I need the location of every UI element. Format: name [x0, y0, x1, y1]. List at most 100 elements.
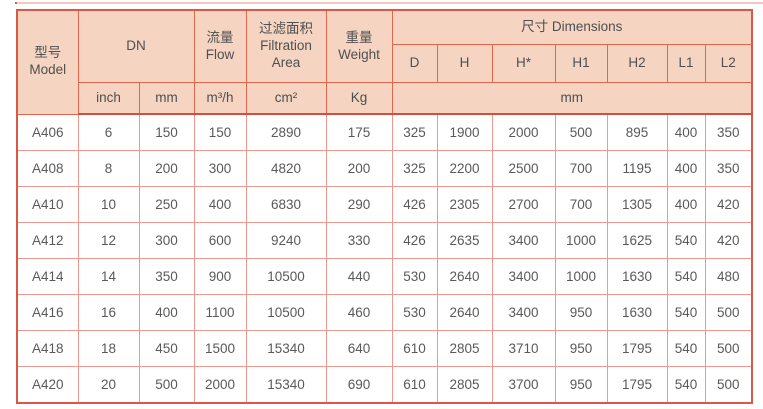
- table-row-a418: A418 18 450 1500 15340 640 610 2805 3710…: [16, 330, 753, 367]
- cropped-edge-line: [15, 2, 763, 4]
- header-dim-h: H: [436, 44, 493, 83]
- table-row-a416: A416 16 400 1100 10500 460 530 2640 3400…: [16, 294, 753, 331]
- cell-filtration-area: 4820: [245, 150, 327, 187]
- cell-dim-h1: 700: [554, 150, 608, 187]
- table-row-a410: A410 10 250 400 6830 290 426 2305 2700 7…: [16, 186, 753, 223]
- cell-dn-mm: 400: [138, 294, 195, 331]
- header-model: 型号 Model: [16, 9, 79, 115]
- cell-dim-h1: 950: [554, 366, 608, 404]
- cell-dim-h2: 1195: [606, 150, 668, 187]
- cell-dim-h1: 950: [554, 330, 608, 367]
- header-model-en: Model: [29, 62, 67, 78]
- cell-dn-mm: 500: [138, 366, 195, 404]
- unit-flow: m³/h: [193, 82, 247, 115]
- spec-table: 型号 Model DN 流量 Flow 过滤面积 Filtration Area…: [16, 9, 754, 404]
- cell-flow: 400: [193, 186, 247, 223]
- cell-dim-h: 2805: [436, 330, 493, 367]
- header-filtration-en: Filtration Area: [260, 38, 312, 70]
- table-row-a408: A408 8 200 300 4820 200 325 2200 2500 70…: [16, 150, 753, 187]
- cell-dim-d: 325: [391, 150, 438, 187]
- cell-flow: 1100: [193, 294, 247, 331]
- cell-weight: 175: [325, 113, 393, 151]
- cell-dim-l2: 500: [704, 330, 753, 367]
- cell-dim-h: 2640: [436, 294, 493, 331]
- cell-dim-l2: 350: [704, 113, 753, 151]
- header-weight-zh: 重量: [345, 29, 373, 45]
- header-dim-hstar: H*: [491, 44, 556, 83]
- cell-model: A408: [16, 150, 79, 187]
- cell-dn-mm: 300: [138, 222, 195, 259]
- cell-dim-d: 610: [391, 330, 438, 367]
- cell-flow: 150: [193, 113, 247, 151]
- cell-weight: 330: [325, 222, 393, 259]
- table-row-a412: A412 12 300 600 9240 330 426 2635 3400 1…: [16, 222, 753, 259]
- cell-dim-h2: 1625: [606, 222, 668, 259]
- cell-flow: 600: [193, 222, 247, 259]
- cell-dim-l1: 400: [666, 186, 706, 223]
- cell-dim-d: 325: [391, 113, 438, 151]
- cell-dim-h2: 1305: [606, 186, 668, 223]
- cell-dim-l1: 400: [666, 113, 706, 151]
- header-flow-zh: 流量: [206, 29, 234, 45]
- cell-dim-h2: 1795: [606, 366, 668, 404]
- cell-dim-h: 1900: [436, 113, 493, 151]
- cell-dn-mm: 150: [138, 113, 195, 151]
- cell-dim-h2: 1795: [606, 330, 668, 367]
- cell-filtration-area: 2890: [245, 113, 327, 151]
- unit-weight: Kg: [325, 82, 393, 115]
- table-header: 型号 Model DN 流量 Flow 过滤面积 Filtration Area…: [16, 9, 753, 115]
- cell-dim-d: 610: [391, 366, 438, 404]
- cell-filtration-area: 15340: [245, 330, 327, 367]
- cell-weight: 200: [325, 150, 393, 187]
- cell-dim-h: 2635: [436, 222, 493, 259]
- cell-dn-inch: 16: [77, 294, 140, 331]
- cell-dim-d: 426: [391, 186, 438, 223]
- cell-dim-hstar: 3400: [491, 294, 556, 331]
- header-row-1: 型号 Model DN 流量 Flow 过滤面积 Filtration Area…: [16, 9, 753, 115]
- cell-dim-l2: 500: [704, 294, 753, 331]
- cell-filtration-area: 6830: [245, 186, 327, 223]
- header-filtration-area: 过滤面积 Filtration Area: [245, 9, 327, 83]
- cell-model: A412: [16, 222, 79, 259]
- table-row-a420: A420 20 500 2000 15340 690 610 2805 3700…: [16, 366, 753, 404]
- cell-dn-inch: 14: [77, 258, 140, 295]
- cell-dim-h: 2305: [436, 186, 493, 223]
- header-weight: 重量 Weight: [325, 9, 393, 83]
- cell-dim-d: 530: [391, 294, 438, 331]
- cell-model: A414: [16, 258, 79, 295]
- cell-dn-inch: 8: [77, 150, 140, 187]
- cell-dim-hstar: 2700: [491, 186, 556, 223]
- header-flow: 流量 Flow: [193, 9, 247, 83]
- cell-model: A418: [16, 330, 79, 367]
- header-dim-l2: L2: [704, 44, 753, 83]
- header-row-2: D H H* H1 H2 L1 L2: [17, 44, 753, 83]
- cell-dn-mm: 450: [138, 330, 195, 367]
- unit-mm: mm: [138, 82, 195, 115]
- cell-dim-l2: 350: [704, 150, 753, 187]
- cell-weight: 460: [325, 294, 393, 331]
- cell-dn-mm: 350: [138, 258, 195, 295]
- cell-dim-l1: 540: [666, 222, 706, 259]
- cell-dim-l2: 420: [704, 186, 753, 223]
- cell-dim-d: 426: [391, 222, 438, 259]
- cell-weight: 640: [325, 330, 393, 367]
- unit-dimensions: mm: [391, 82, 753, 115]
- cell-dim-h1: 1000: [554, 258, 608, 295]
- cell-dim-h1: 500: [554, 113, 608, 151]
- cell-weight: 290: [325, 186, 393, 223]
- cell-dn-mm: 200: [138, 150, 195, 187]
- cell-dn-inch: 10: [77, 186, 140, 223]
- cell-dn-inch: 12: [77, 222, 140, 259]
- cell-dim-hstar: 3400: [491, 258, 556, 295]
- table-body: A406 6 150 150 2890 175 325 1900 2000 50…: [16, 113, 753, 404]
- table-row-a406: A406 6 150 150 2890 175 325 1900 2000 50…: [16, 113, 753, 151]
- cell-dim-hstar: 3700: [491, 366, 556, 404]
- cell-dim-l2: 420: [704, 222, 753, 259]
- cell-weight: 690: [325, 366, 393, 404]
- header-dim-l1: L1: [666, 44, 706, 83]
- header-dim-d: D: [391, 44, 438, 83]
- cell-dim-l1: 540: [666, 258, 706, 295]
- cell-dim-h1: 1000: [554, 222, 608, 259]
- cell-dn-inch: 6: [77, 113, 140, 151]
